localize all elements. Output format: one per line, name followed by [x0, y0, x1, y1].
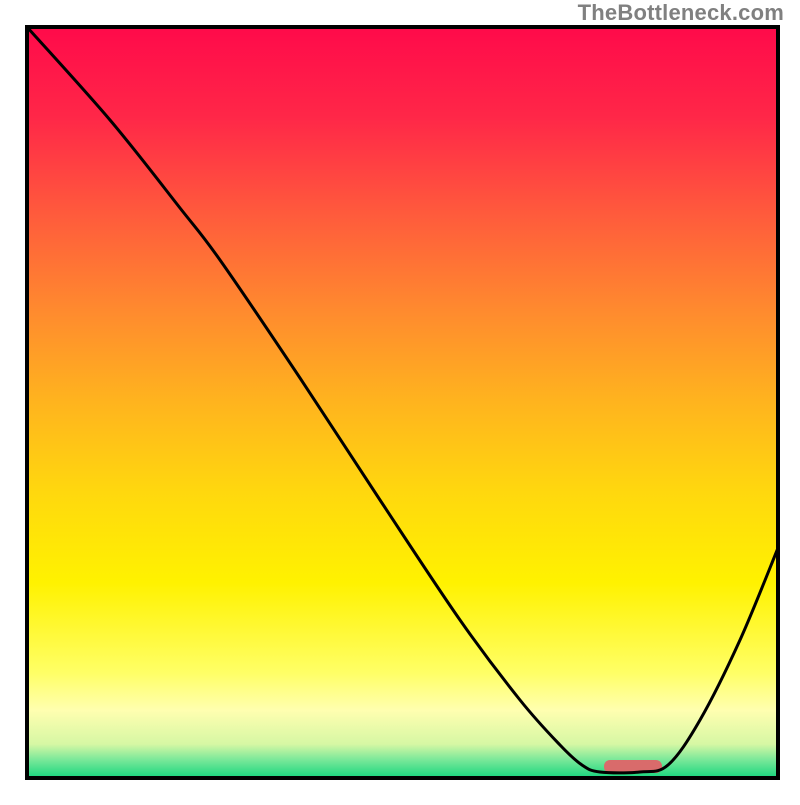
chart-container: TheBottleneck.com — [0, 0, 800, 800]
bottleneck-chart — [0, 0, 800, 800]
watermark-text: TheBottleneck.com — [578, 0, 784, 26]
gradient-background — [27, 27, 778, 778]
